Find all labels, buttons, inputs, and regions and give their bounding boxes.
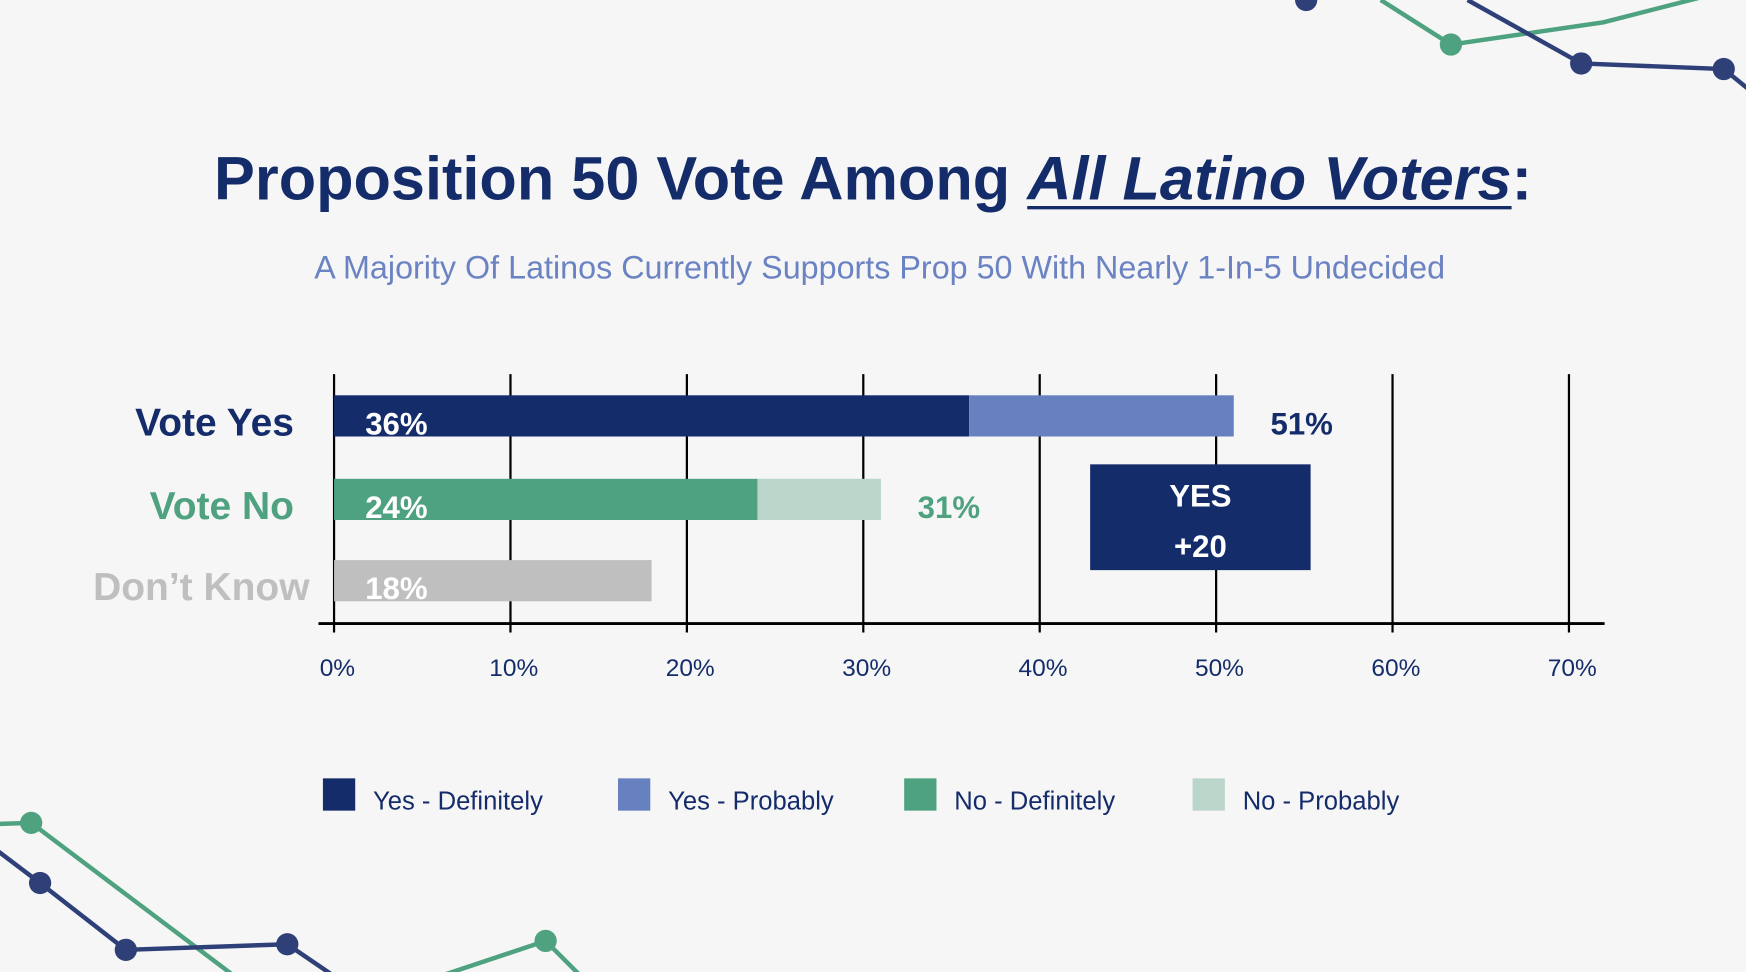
legend-swatch — [904, 778, 937, 811]
margin-annotation-line1: YES — [1169, 479, 1231, 514]
x-tick-label: 20% — [666, 655, 715, 682]
legend-label: Yes - Definitely — [373, 786, 543, 816]
bar-segment — [334, 478, 758, 521]
x-tick-label: 50% — [1195, 655, 1244, 682]
bar-segment — [334, 560, 652, 602]
bar-inner-label: 18% — [365, 571, 427, 606]
legend: Yes - Definitely Yes - Probably No - Defin… — [322, 778, 1460, 816]
category-label: Vote Yes — [135, 401, 294, 444]
category-label: Vote No — [150, 485, 294, 528]
margin-annotation-line2: +20 — [1174, 529, 1227, 564]
bar-inner-label: 24% — [365, 490, 427, 525]
legend-item: No - Definitely — [904, 778, 1192, 816]
legend-label: No - Definitely — [954, 786, 1116, 816]
bar-total-label: 31% — [918, 490, 980, 525]
legend-item: Yes - Definitely — [322, 778, 618, 816]
bar-total-label: 51% — [1271, 406, 1333, 441]
legend-swatch — [322, 778, 356, 811]
margin-annotation-box — [1090, 464, 1311, 571]
x-tick-label: 30% — [842, 655, 891, 682]
chart-subtitle: A Majority Of Latinos Currently Supports… — [314, 250, 1446, 287]
legend-swatch — [618, 778, 651, 811]
bar-inner-label: 36% — [365, 406, 427, 441]
x-tick-label: 0% — [320, 655, 355, 682]
x-tick-label: 60% — [1371, 655, 1420, 682]
legend-item: No - Probably — [1192, 778, 1460, 816]
bar-segment — [757, 478, 881, 521]
chart-title: Proposition 50 Vote Among All Latino Vot… — [214, 143, 1532, 213]
legend-label: Yes - Probably — [668, 786, 834, 816]
category-label: Don’t Know — [93, 566, 310, 609]
legend-label: No - Probably — [1242, 786, 1400, 816]
bar-segment — [334, 395, 970, 437]
legend-swatch — [1192, 778, 1225, 811]
x-tick-label: 10% — [489, 655, 538, 682]
bar-segment — [969, 395, 1234, 437]
legend-item: Yes - Probably — [618, 778, 904, 816]
x-tick-label: 40% — [1019, 655, 1068, 682]
x-tick-label: 70% — [1548, 655, 1597, 682]
